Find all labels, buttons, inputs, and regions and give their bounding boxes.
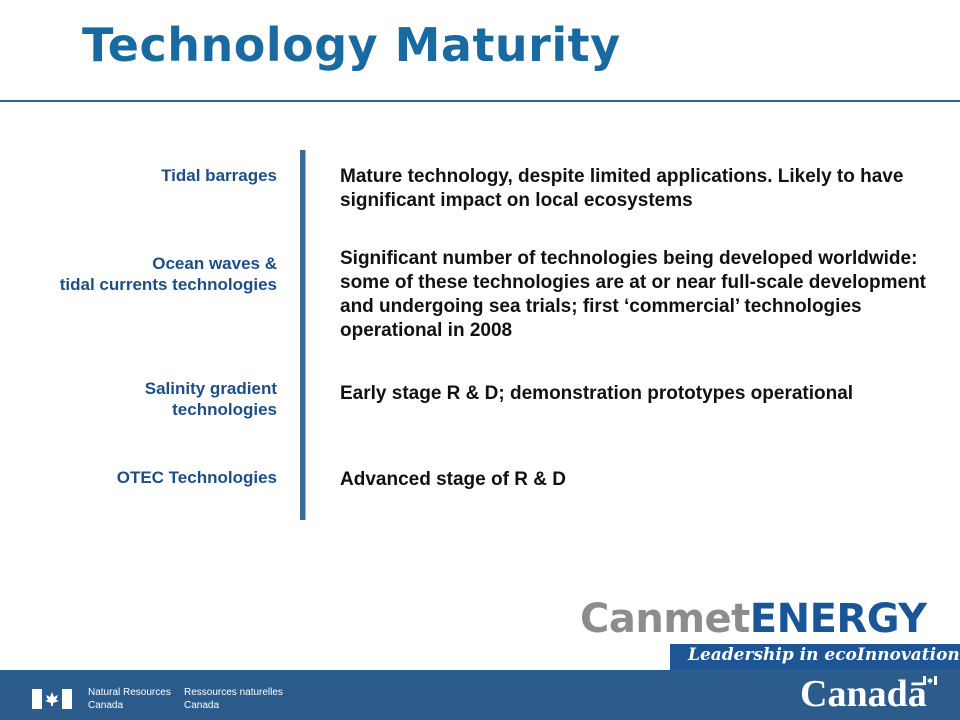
footer-bar (0, 670, 960, 720)
description-tidal-barrages: Mature technology, despite limited appli… (340, 166, 904, 211)
dept-en-line: Natural Resources (88, 687, 171, 698)
description-ocean-waves: Significant number of technologies being… (340, 248, 927, 341)
description-otec: Advanced stage of R & D (340, 469, 566, 490)
canmet-energy-logo: CanmetENERGY (580, 596, 927, 642)
label-salinity-gradient: Salinity gradient technologies (145, 378, 277, 420)
tagline-text: Leadership in ecoInnovation (688, 645, 960, 665)
slide-title: Technology Maturity (82, 18, 621, 72)
canada-wordmark: Canadā (800, 673, 927, 715)
tagline-banner (670, 644, 960, 670)
dept-en-line: Canada (88, 700, 124, 711)
dept-name-fr: Ressources naturelles Canada (184, 686, 283, 712)
label-line: technologies (172, 400, 277, 419)
dept-name-en: Natural Resources Canada (88, 686, 171, 712)
logo-energy-text: ENERGY (749, 596, 927, 642)
label-otec: OTEC Technologies (117, 467, 277, 488)
title-divider (0, 100, 960, 102)
dept-fr-line: Canada (184, 700, 220, 711)
label-line: OTEC Technologies (116, 468, 277, 487)
logo-canmet-text: Canmet (580, 596, 750, 642)
description-salinity-gradient: Early stage R & D; demonstration prototy… (340, 383, 854, 404)
column-divider (300, 150, 305, 520)
dept-fr-line: Ressources naturelles (184, 687, 283, 698)
label-ocean-waves: Ocean waves & tidal currents technologie… (60, 253, 277, 295)
label-line: Tidal barrages (161, 166, 277, 185)
wordmark-flag-icon (923, 676, 937, 685)
label-tidal-barrages: Tidal barrages (161, 165, 277, 186)
canada-flag-icon (32, 689, 72, 709)
label-line: Ocean waves & (152, 254, 277, 273)
label-line: Salinity gradient (144, 379, 277, 398)
label-line: tidal currents technologies (59, 275, 277, 294)
